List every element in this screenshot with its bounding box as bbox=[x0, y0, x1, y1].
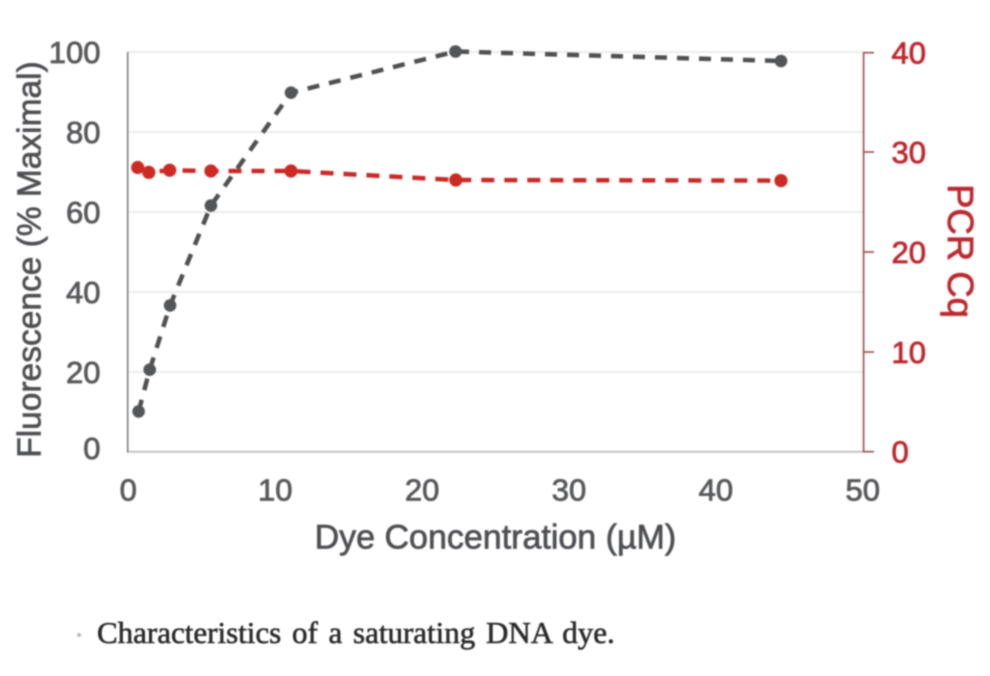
svg-text:20: 20 bbox=[66, 355, 100, 390]
svg-text:30: 30 bbox=[892, 135, 926, 170]
svg-text:10: 10 bbox=[892, 335, 926, 370]
svg-text:20: 20 bbox=[892, 235, 926, 270]
svg-text:10: 10 bbox=[258, 473, 292, 508]
svg-text:50: 50 bbox=[846, 473, 880, 508]
svg-text:100: 100 bbox=[49, 35, 101, 70]
svg-text:30: 30 bbox=[552, 473, 586, 508]
svg-text:0: 0 bbox=[120, 473, 137, 508]
svg-text:40: 40 bbox=[892, 36, 926, 71]
svg-text:40: 40 bbox=[66, 275, 100, 310]
svg-text:40: 40 bbox=[699, 473, 733, 508]
svg-text:0: 0 bbox=[83, 431, 100, 466]
svg-text:0: 0 bbox=[892, 435, 909, 470]
svg-text:PCR Cq: PCR Cq bbox=[940, 184, 981, 318]
svg-text:20: 20 bbox=[405, 473, 439, 508]
svg-text:Dye Concentration (µM): Dye Concentration (µM) bbox=[315, 519, 677, 557]
svg-text:60: 60 bbox=[66, 195, 100, 230]
svg-text:80: 80 bbox=[66, 115, 100, 150]
svg-text:Fluorescence (% Maximal): Fluorescence (% Maximal) bbox=[12, 61, 49, 458]
svg-text:Characteristics of a saturatin: Characteristics of a saturating DNA dye. bbox=[97, 615, 615, 650]
